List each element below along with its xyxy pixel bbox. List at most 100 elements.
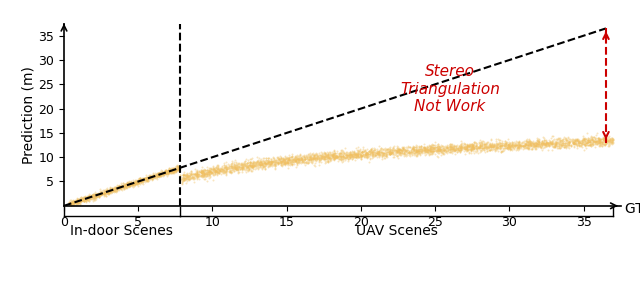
Point bbox=[134, 176, 144, 181]
Point bbox=[436, 151, 447, 156]
Point bbox=[193, 174, 203, 179]
Point bbox=[331, 155, 341, 160]
Point bbox=[435, 148, 445, 152]
Point bbox=[541, 144, 551, 148]
Point bbox=[294, 152, 305, 157]
Point bbox=[588, 138, 598, 143]
Point bbox=[241, 162, 251, 166]
Point bbox=[514, 143, 524, 148]
Point bbox=[397, 146, 408, 151]
Point bbox=[168, 169, 178, 174]
Point bbox=[374, 143, 385, 148]
Point bbox=[474, 141, 484, 145]
Point bbox=[351, 154, 361, 159]
Point bbox=[380, 153, 390, 157]
Point bbox=[230, 163, 241, 168]
Point bbox=[102, 187, 113, 192]
Point bbox=[316, 153, 326, 158]
Point bbox=[156, 171, 166, 176]
Point bbox=[454, 147, 465, 152]
Point bbox=[567, 139, 577, 143]
Point bbox=[232, 165, 242, 169]
Point bbox=[287, 160, 298, 165]
Point bbox=[74, 198, 84, 203]
Point bbox=[132, 179, 143, 184]
Point bbox=[331, 156, 341, 161]
Point bbox=[177, 176, 188, 181]
Point bbox=[594, 138, 604, 143]
Point bbox=[292, 161, 302, 166]
Point bbox=[263, 156, 273, 161]
Point bbox=[380, 148, 390, 153]
Point bbox=[318, 154, 328, 159]
Point bbox=[294, 157, 305, 162]
Point bbox=[500, 144, 511, 149]
Point bbox=[122, 182, 132, 186]
Point bbox=[462, 143, 472, 148]
Point bbox=[147, 175, 157, 179]
Point bbox=[348, 151, 358, 156]
Point bbox=[88, 193, 99, 198]
Point bbox=[576, 142, 586, 147]
Point bbox=[556, 139, 566, 144]
Point bbox=[503, 146, 513, 151]
Point bbox=[171, 166, 181, 171]
Point bbox=[564, 140, 574, 145]
Point bbox=[182, 173, 193, 178]
Point bbox=[574, 138, 584, 143]
Point bbox=[168, 168, 178, 173]
Point bbox=[161, 170, 171, 175]
Point bbox=[449, 146, 459, 150]
Point bbox=[287, 157, 297, 161]
Point bbox=[177, 182, 188, 186]
Point bbox=[402, 148, 412, 153]
Point bbox=[564, 142, 574, 147]
Point bbox=[538, 146, 548, 151]
Point bbox=[593, 136, 604, 141]
Point bbox=[108, 186, 118, 191]
Point bbox=[349, 151, 359, 156]
Point bbox=[334, 151, 344, 156]
Point bbox=[387, 150, 397, 154]
Point bbox=[322, 156, 332, 161]
Point bbox=[547, 138, 557, 143]
Point bbox=[500, 146, 511, 150]
Point bbox=[604, 144, 614, 148]
Point bbox=[77, 198, 87, 203]
Point bbox=[580, 138, 590, 143]
Point bbox=[153, 174, 163, 179]
Point bbox=[148, 171, 158, 176]
Point bbox=[412, 148, 422, 153]
Point bbox=[100, 190, 110, 195]
Point bbox=[365, 156, 375, 161]
Point bbox=[349, 150, 360, 155]
Point bbox=[341, 156, 351, 160]
Point bbox=[257, 163, 267, 167]
Point bbox=[484, 145, 494, 149]
Point bbox=[358, 146, 368, 151]
Point bbox=[388, 148, 399, 153]
Point bbox=[175, 174, 186, 179]
Point bbox=[127, 182, 137, 186]
Point bbox=[128, 182, 138, 187]
Point bbox=[541, 140, 552, 145]
Point bbox=[310, 153, 320, 158]
Point bbox=[492, 141, 502, 146]
Point bbox=[236, 164, 246, 169]
Point bbox=[561, 145, 571, 149]
Point bbox=[300, 157, 310, 161]
Point bbox=[187, 175, 197, 180]
Point bbox=[88, 191, 99, 196]
Point bbox=[373, 151, 383, 155]
Point bbox=[77, 197, 87, 202]
Point bbox=[456, 144, 467, 149]
Point bbox=[175, 166, 185, 171]
Point bbox=[425, 147, 435, 151]
Point bbox=[545, 140, 555, 145]
Point bbox=[203, 171, 213, 176]
Point bbox=[433, 145, 443, 149]
Point bbox=[277, 164, 287, 169]
Point bbox=[564, 139, 575, 144]
Point bbox=[284, 157, 294, 162]
Point bbox=[101, 187, 111, 192]
